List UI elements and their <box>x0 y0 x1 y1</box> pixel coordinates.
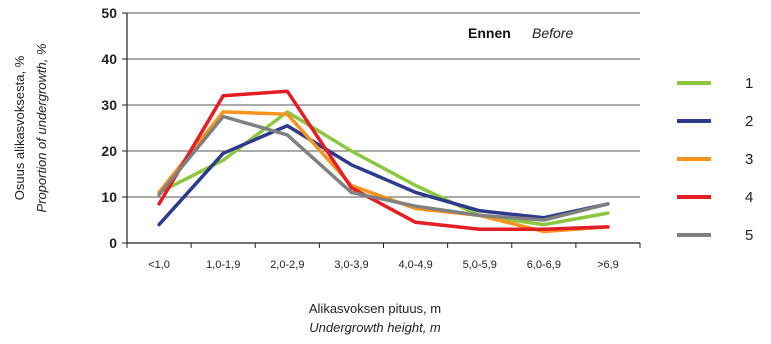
x-tick-label-5: 5,0-5,9 <box>463 259 497 271</box>
series-line-3 <box>157 110 610 234</box>
y-tick-label-0: 0 <box>109 235 117 251</box>
x-tick-label-3: 3,0-3,9 <box>334 259 368 271</box>
y-tick-label-4: 40 <box>101 51 117 67</box>
series-line-5 <box>157 114 610 222</box>
legend-item-4: 4 <box>677 189 753 206</box>
legend-label-1: 1 <box>745 75 753 92</box>
x-axis-label: Alikasvoksen pituus, m <box>309 301 441 316</box>
x-axis-label-en: Undergrowth height, m <box>309 320 441 335</box>
legend-label-3: 3 <box>745 151 753 168</box>
y-axis-label-en: Proportion of undergrowth, % <box>34 43 49 212</box>
legend-label-5: 5 <box>745 227 753 244</box>
y-tick-label-5: 50 <box>101 5 117 21</box>
series-lines <box>157 89 610 234</box>
axes <box>126 13 640 244</box>
legend-item-1: 1 <box>677 75 753 92</box>
series-line-4 <box>157 89 610 231</box>
y-axis-label: Osuus alikasvoksesta, % <box>12 55 27 200</box>
x-axis-ticks: <1,0 1,0-1,9 2,0-2,9 3,0-3,9 4,0-4,9 5,0-5,9 6… <box>126 243 641 271</box>
x-tick-label-7: >6,9 <box>597 259 619 271</box>
legend-label-2: 2 <box>745 113 753 130</box>
x-tick-label-4: 4,0-4,9 <box>398 259 432 271</box>
y-tick-label-2: 20 <box>101 143 117 159</box>
gridlines <box>127 12 640 198</box>
legend: 1 2 3 4 5 <box>677 75 753 244</box>
legend-label-4: 4 <box>745 189 753 206</box>
legend-item-5: 5 <box>677 227 753 244</box>
series-line-2 <box>157 123 610 227</box>
legend-item-2: 2 <box>677 113 753 130</box>
x-tick-label-6: 6,0-6,9 <box>527 259 561 271</box>
chart-annotation-italic: Before <box>532 25 573 41</box>
y-tick-label-3: 30 <box>101 97 117 113</box>
y-axis-ticks: 0 10 20 30 40 50 <box>101 5 127 251</box>
chart-annotation-bold: Ennen <box>468 25 511 41</box>
x-tick-label-0: <1,0 <box>148 259 170 271</box>
y-tick-label-1: 10 <box>101 189 117 205</box>
x-tick-label-1: 1,0-1,9 <box>206 259 240 271</box>
series-line-1 <box>157 110 610 227</box>
legend-item-3: 3 <box>677 151 753 168</box>
x-tick-label-2: 2,0-2,9 <box>270 259 304 271</box>
